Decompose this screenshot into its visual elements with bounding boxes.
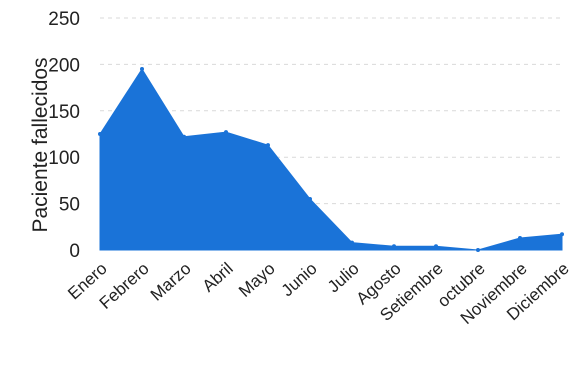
data-point-junio [308, 196, 312, 201]
data-point-mayo [266, 143, 270, 148]
x-tick-label: Marzo [147, 259, 195, 305]
data-point-diciembre [560, 232, 564, 237]
data-point-abril [224, 130, 228, 135]
data-point-julio [350, 240, 354, 245]
x-tick-label: Junio [278, 259, 321, 300]
data-point-enero [98, 132, 102, 136]
x-tick-label: Mayo [235, 259, 279, 301]
y-axis-title: Paciente fallecidos [29, 57, 52, 232]
gridlines [100, 17, 562, 205]
area-series-path [99, 68, 563, 251]
area-series [98, 67, 564, 252]
data-point-febrero [140, 67, 144, 72]
y-tick-label: 50 [59, 195, 80, 216]
y-tick-label: 100 [48, 148, 80, 169]
data-point-noviembre [518, 235, 522, 240]
data-point-agosto [392, 244, 396, 249]
x-tick-label: Abril [199, 259, 237, 296]
y-tick-label: 250 [48, 9, 80, 30]
data-point-marzo [182, 134, 186, 139]
y-tick-label: 200 [48, 55, 80, 76]
y-axis: 0 50 100 150 200 250 [48, 9, 80, 262]
data-point-setiembre [434, 244, 438, 249]
data-point-octubre [476, 248, 480, 252]
y-tick-label: 150 [48, 102, 80, 123]
y-tick-label: 0 [69, 241, 80, 262]
